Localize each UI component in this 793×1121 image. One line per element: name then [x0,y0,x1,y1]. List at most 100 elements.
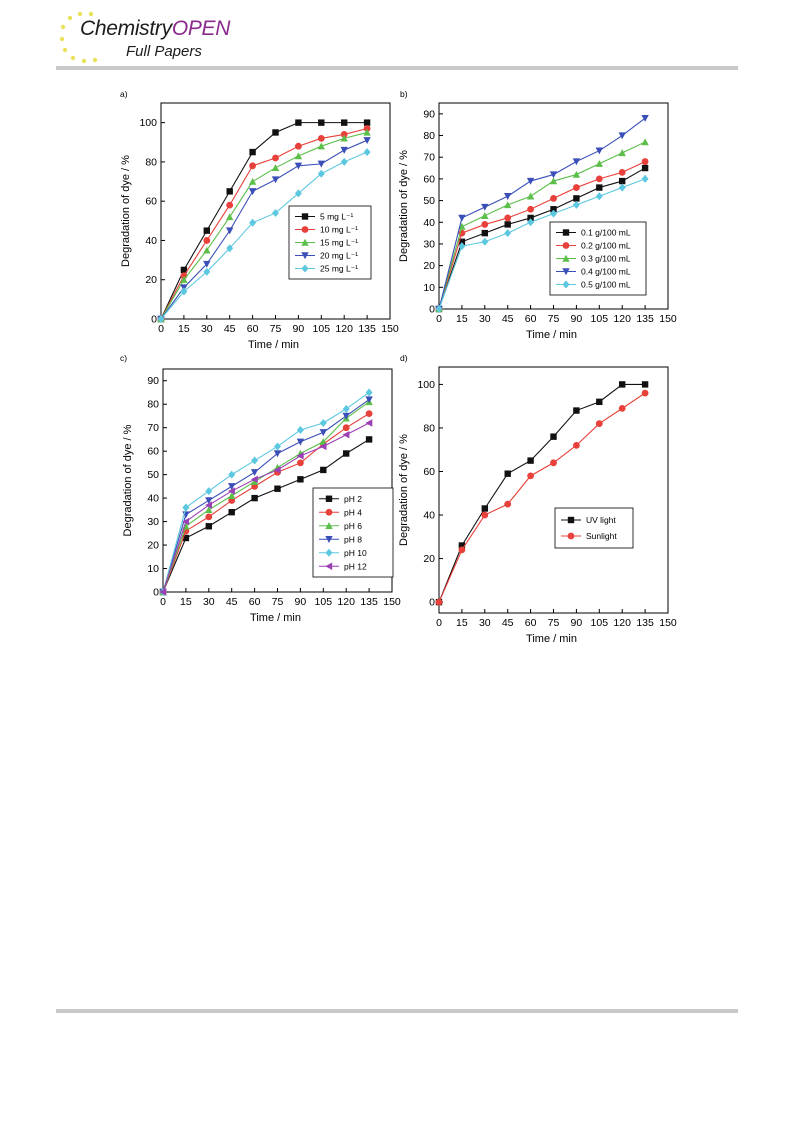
data-point [318,119,325,126]
data-point [180,287,188,296]
data-point [504,201,512,209]
series-line [162,413,370,593]
series-5 [159,388,373,596]
x-tick-label: 30 [479,617,491,629]
y-tick-label: 80 [423,422,435,434]
chart-panel-a: a) 0 15 30 45 60 75 90 105 120 135 150 0 20 40 60 80 100 T… [120,89,399,351]
data-point [572,200,580,209]
data-point [317,169,325,178]
data-point [180,266,188,274]
data-point [182,503,190,512]
series-2 [435,389,649,606]
data-point [458,214,466,222]
data-point [249,162,256,170]
data-point [205,523,212,530]
y-tick-label: 90 [423,108,435,120]
y-tick-label: 0 [429,304,435,316]
series-4 [435,114,649,313]
y-tick-label: 40 [147,493,159,505]
data-point [596,398,603,406]
chart-panel-c: c) 0 15 30 45 60 75 90 105 120 135 150 0 10 20 30 40 50 60… [120,353,401,624]
legend-item: 20 mg L⁻¹ [295,251,358,261]
legend-marker [325,562,333,570]
x-tick-label: 0 [436,617,442,629]
data-point [641,381,649,388]
legend-label: pH 8 [344,534,362,544]
data-point [550,195,557,202]
x-tick-label: 120 [335,323,353,335]
data-point [274,485,281,492]
legend-box [312,487,394,578]
legend-item: pH 4 [319,507,362,517]
data-point [526,192,535,200]
y-tick-label: 50 [147,469,159,481]
series-line [160,139,368,320]
x-tick-label: 15 [456,313,468,325]
legend-label: pH 10 [344,548,367,558]
x-tick-label: 75 [270,323,282,335]
data-point [618,183,626,192]
series-line [438,178,646,310]
data-point [226,244,234,253]
x-tick-label: 45 [502,617,514,629]
data-point [595,147,603,155]
y-tick-label: 30 [147,516,159,528]
data-point [320,466,327,474]
x-tick-label: 75 [548,617,560,629]
legend-marker [301,264,309,273]
legend-label: 25 mg L⁻¹ [320,264,358,274]
data-point [203,237,211,244]
legend-label: 0.5 g/100 mL [581,280,631,290]
legend-item: 0.5 g/100 mL [556,280,631,290]
x-tick-label: 120 [337,596,355,608]
data-point [641,389,649,397]
legend-label: 0.1 g/100 mL [581,228,631,238]
legend-label: pH 6 [344,521,362,531]
legend-marker [325,508,333,516]
legend-label: 0.3 g/100 mL [581,254,631,264]
legend-item: 10 mg L⁻¹ [295,225,358,235]
series-line [160,151,368,320]
series-line [162,438,370,593]
data-point [527,214,534,222]
data-point [319,442,327,451]
data-point [363,125,371,132]
series-line [438,117,646,310]
data-point [341,119,348,126]
y-axis-title: Degradation of dye / % [120,155,132,267]
y-tick-label: 30 [423,238,435,250]
data-point [296,452,304,460]
plot-frame [438,366,669,614]
x-tick-label: 105 [591,313,609,325]
y-tick-label: 100 [139,117,157,129]
data-point [618,149,626,157]
x-tick-label: 150 [659,313,677,325]
y-tick-label: 0 [151,314,157,326]
data-point [319,438,327,445]
series-line [160,127,368,320]
series-line [160,131,368,320]
x-axis-title: Time / min [526,633,577,645]
data-point [458,542,466,549]
data-point [595,160,603,167]
data-point [481,237,489,246]
x-tick-label: 15 [180,596,192,608]
legend-marker [325,495,333,502]
legend-marker [325,522,333,529]
x-tick-label: 120 [613,617,631,629]
y-tick-label: 60 [423,466,435,478]
data-point [272,129,279,136]
y-tick-label: 50 [423,195,435,207]
data-point [249,148,256,156]
data-point [295,142,302,150]
data-point [618,404,626,412]
series-line [162,399,370,593]
legend-item: pH 2 [319,494,362,504]
data-point [203,260,211,268]
data-point [572,158,581,166]
y-tick-label: 20 [423,553,435,565]
y-tick-label: 40 [423,510,435,522]
data-point [226,213,234,221]
legend-marker [301,252,309,260]
legend-marker [325,536,333,543]
